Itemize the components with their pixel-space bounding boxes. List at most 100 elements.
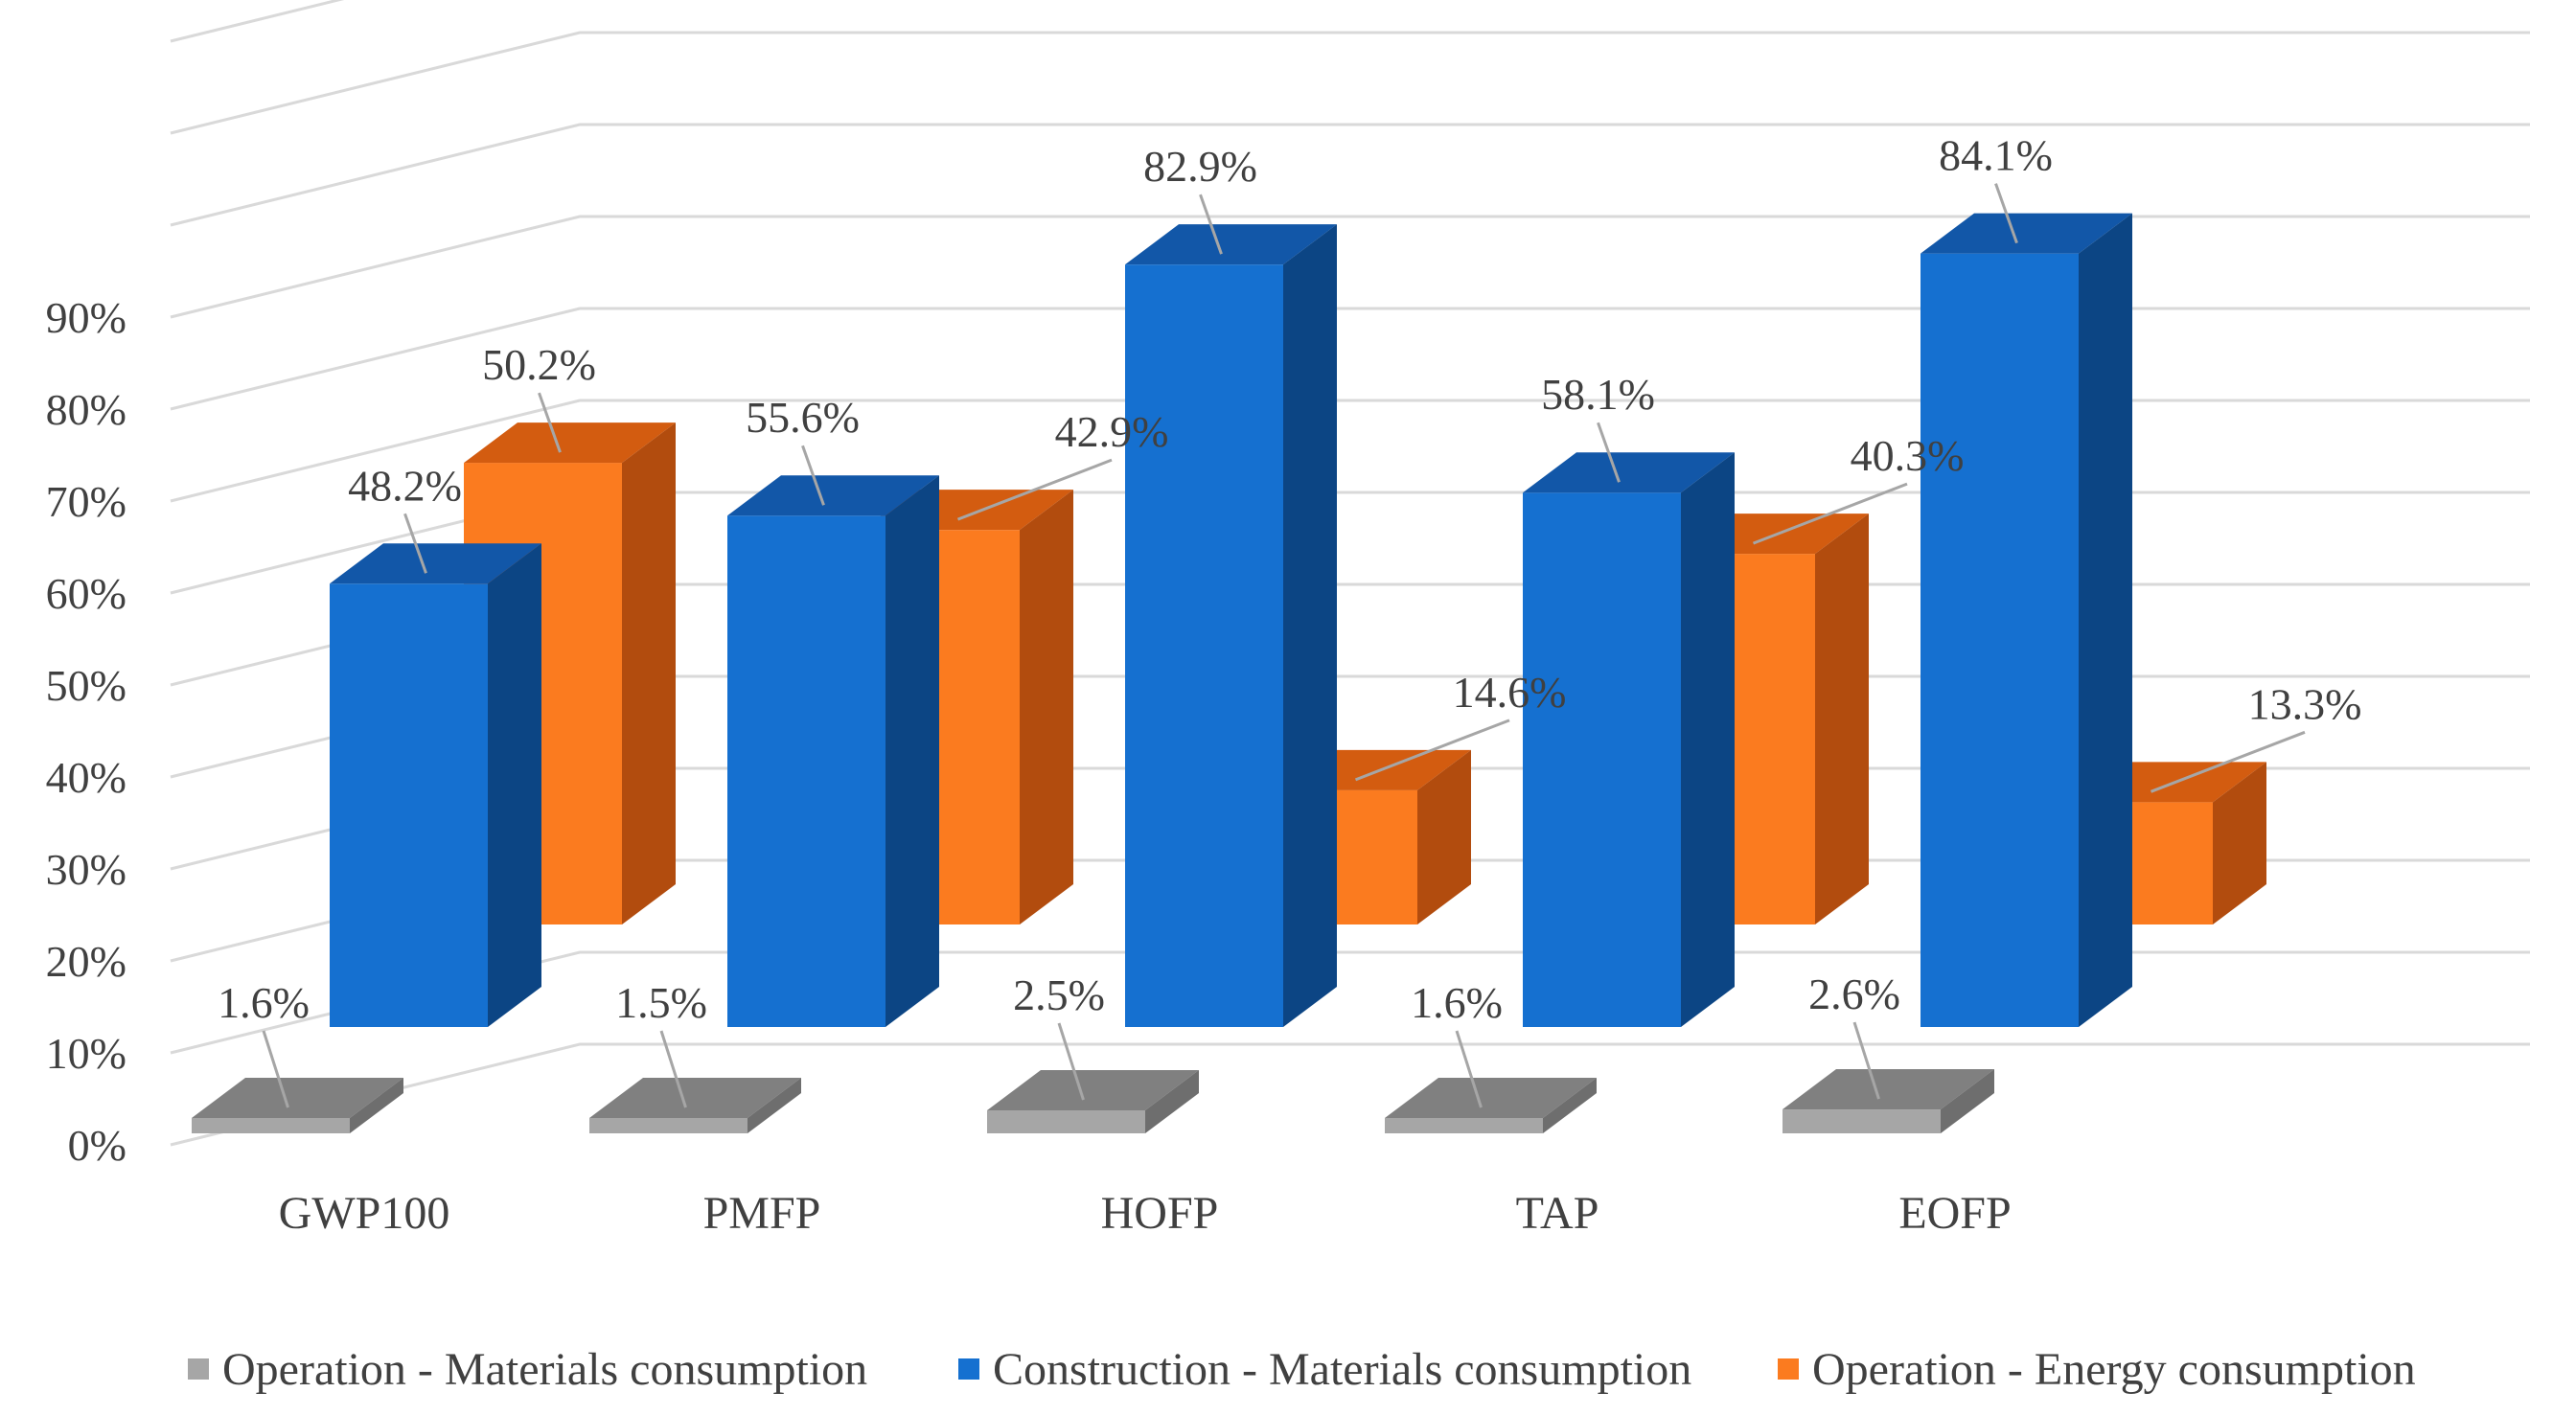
data-label: 42.9% <box>1055 407 1169 456</box>
data-label: 14.6% <box>1453 668 1567 717</box>
bar-side <box>2213 762 2266 924</box>
data-label: 50.2% <box>482 340 596 389</box>
legend-item: Operation - Energy consumption <box>1778 1344 2416 1395</box>
legend-swatch <box>958 1358 979 1380</box>
data-label: 48.2% <box>348 461 462 510</box>
category-label: GWP100 <box>279 1188 450 1239</box>
bar-top <box>1920 213 2132 254</box>
y-tick-label: 40% <box>46 753 126 802</box>
bar-front <box>727 515 886 1027</box>
x-axis-categories: GWP100 PMFP HOFP TAP EOFP <box>279 1188 2012 1239</box>
bar-side <box>2079 213 2132 1027</box>
bar-top <box>1125 224 1337 265</box>
bar-front <box>987 1110 1145 1133</box>
data-label: 58.1% <box>1541 370 1655 419</box>
bar-side <box>1417 749 1471 924</box>
bar-top <box>464 422 676 464</box>
gridline <box>170 399 2530 503</box>
y-tick-label: 80% <box>46 385 126 434</box>
bar-side <box>1681 452 1735 1027</box>
bar-top <box>1523 452 1735 493</box>
gridline <box>170 0 345 43</box>
bar-side <box>1283 224 1337 1027</box>
bar-front <box>589 1118 748 1133</box>
y-tick-label: 50% <box>46 661 126 710</box>
data-label: 84.1% <box>1939 131 2053 180</box>
legend: Operation - Materials consumption Constru… <box>188 1344 2416 1395</box>
bar-top <box>987 1070 1199 1110</box>
bar-side <box>350 1078 403 1133</box>
data-label: 1.5% <box>615 978 707 1027</box>
y-tick-label: 60% <box>46 569 126 618</box>
category-label: TAP <box>1516 1188 1599 1239</box>
bar-construction-materials-consumption-hofp <box>1125 224 1337 1027</box>
legend-swatch <box>1778 1358 1799 1380</box>
bar-top <box>330 543 541 584</box>
bar-side <box>748 1078 801 1133</box>
legend-label: Operation - Materials consumption <box>222 1344 867 1395</box>
bar-side <box>1543 1078 1597 1133</box>
y-tick-label: 70% <box>46 477 126 526</box>
leader-line <box>538 392 562 453</box>
gridline <box>170 307 2530 411</box>
gridline <box>170 123 2530 227</box>
legend-label: Operation - Energy consumption <box>1812 1344 2416 1395</box>
leader-line <box>956 458 1113 521</box>
bar-operation-materials-consumption-eofp <box>1782 1069 1994 1133</box>
bar-side <box>1941 1069 1994 1133</box>
gridline <box>170 1042 2530 1147</box>
legend-swatch <box>188 1358 209 1380</box>
bar-side <box>1020 490 1073 924</box>
leader-line <box>1852 1021 1880 1100</box>
data-label: 13.3% <box>2248 679 2362 728</box>
bar-top <box>192 1078 403 1118</box>
bar-side <box>488 543 541 1027</box>
y-tick-label: 20% <box>46 937 126 986</box>
bar-front <box>1782 1109 1941 1133</box>
bar-side <box>1145 1070 1199 1133</box>
gridline <box>170 950 2530 1055</box>
bar-operation-materials-consumption-hofp <box>987 1070 1199 1133</box>
y-tick-label: 0% <box>68 1121 126 1170</box>
bar-front <box>192 1118 350 1133</box>
data-label: 55.6% <box>746 393 860 442</box>
bar-side <box>622 422 676 925</box>
leader-line <box>1354 719 1510 782</box>
legend-item: Operation - Materials consumption <box>188 1344 867 1395</box>
leader-line <box>1057 1022 1085 1101</box>
leader-line <box>1994 183 2018 244</box>
data-label: 82.9% <box>1143 142 1257 191</box>
data-label: 2.5% <box>1013 970 1105 1019</box>
bar-top <box>589 1078 801 1118</box>
leader-line <box>403 513 427 574</box>
leader-line <box>659 1030 687 1108</box>
bar-front <box>1523 492 1681 1027</box>
data-label: 1.6% <box>218 978 310 1027</box>
bar-front <box>1385 1118 1543 1133</box>
bar-construction-materials-consumption-eofp <box>1920 213 2132 1027</box>
leader-line <box>801 445 825 506</box>
data-label: 1.6% <box>1411 978 1503 1027</box>
leader-line <box>1199 194 1223 255</box>
bar-construction-materials-consumption-gwp100 <box>330 543 541 1027</box>
bar-top <box>727 475 939 516</box>
bars <box>192 213 2266 1133</box>
leader-line <box>262 1030 289 1108</box>
y-tick-label: 30% <box>46 845 126 894</box>
bar-construction-materials-consumption-tap <box>1523 452 1735 1027</box>
bar-top <box>1782 1069 1994 1110</box>
bar-front <box>330 583 488 1027</box>
leader-line <box>1455 1030 1483 1108</box>
y-tick-label: 90% <box>46 293 126 342</box>
bar-operation-energy-consumption-hofp <box>1259 749 1471 924</box>
data-label: 40.3% <box>1851 431 1965 480</box>
bar-top <box>1385 1078 1597 1118</box>
bar-front <box>1920 253 2079 1027</box>
leader-line <box>1597 422 1621 483</box>
y-tick-label: 10% <box>46 1029 126 1078</box>
leader-line <box>2150 730 2306 793</box>
bar-operation-materials-consumption-tap <box>1385 1078 1597 1133</box>
gridline <box>170 215 2530 319</box>
bar-side <box>886 475 939 1027</box>
